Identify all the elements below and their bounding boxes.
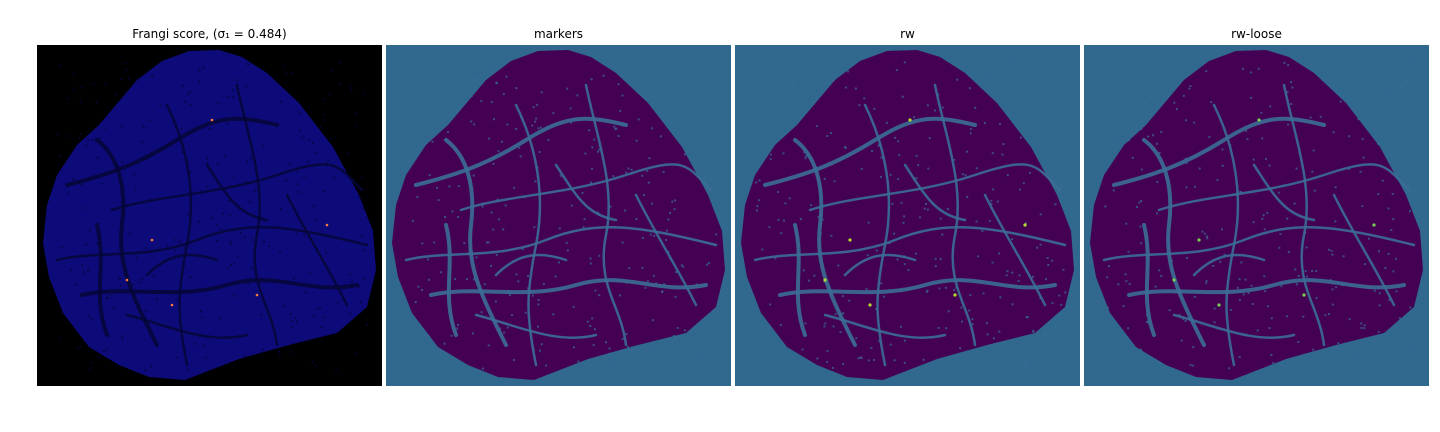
vessel (763, 116, 977, 187)
panel-markers (386, 45, 731, 386)
highlight-spot (1302, 293, 1306, 297)
highlight-spot (1197, 238, 1201, 242)
rw-image (735, 45, 1080, 386)
highlight-spot (1172, 278, 1176, 282)
vessel (933, 83, 977, 347)
highlight-spot (1023, 223, 1027, 227)
vessel (778, 278, 1057, 297)
vessel (808, 163, 1062, 212)
vessel (459, 163, 713, 212)
vessel (205, 163, 269, 222)
vessel-network (753, 83, 1067, 367)
tissue-region (741, 50, 1074, 380)
highlight-spots (125, 118, 329, 307)
highlight-spot (150, 238, 154, 242)
highlight-spot (1217, 303, 1221, 307)
vessel (494, 253, 568, 277)
vessel (793, 223, 807, 337)
vessel (285, 193, 349, 307)
vessel (444, 223, 458, 337)
vessel (1192, 253, 1266, 277)
vessel (1157, 163, 1411, 212)
vessel (444, 138, 508, 347)
vessel (414, 116, 628, 187)
highlight-spot (325, 223, 329, 227)
vessel (125, 313, 249, 339)
highlight-spot (170, 303, 174, 307)
rw-loose-image (1084, 45, 1429, 386)
vessel (1112, 116, 1326, 187)
vessel (474, 313, 598, 339)
highlight-spot (868, 303, 872, 307)
highlight-spot (908, 118, 912, 122)
vessel (1282, 83, 1326, 347)
tissue-region (43, 50, 376, 380)
frangi-image (37, 45, 382, 386)
highlight-spots (1172, 118, 1376, 307)
panel-title-frangi: Frangi score, (σ₁ = 0.484) (132, 27, 287, 41)
vessel (584, 83, 628, 347)
highlight-spot (125, 278, 129, 282)
vessel (55, 226, 369, 262)
vessel (793, 138, 857, 347)
vessel (80, 278, 359, 297)
highlight-spot (953, 293, 957, 297)
vessel (65, 116, 279, 187)
vessel (95, 223, 109, 337)
vessel (1332, 193, 1396, 307)
vessel (165, 103, 193, 367)
vessel (863, 103, 891, 367)
panel-title-markers: markers (533, 27, 584, 41)
vessel (145, 253, 219, 277)
vessel (753, 226, 1067, 262)
vessel (1252, 163, 1316, 222)
vessel (95, 138, 159, 347)
highlight-spot (848, 238, 852, 242)
vessel-network (1102, 83, 1416, 367)
highlight-spot (1372, 223, 1376, 227)
panel-title-rw-loose: rw-loose (1231, 27, 1282, 41)
vessel (1127, 278, 1406, 297)
vessel (554, 163, 618, 222)
tissue-region (1090, 50, 1423, 380)
highlight-spot (210, 118, 214, 122)
vessel (1142, 138, 1206, 347)
vessel (823, 313, 947, 339)
vessel (1212, 103, 1240, 367)
vessel-network (55, 83, 369, 367)
vessel (983, 193, 1047, 307)
vessel (1172, 313, 1296, 339)
vessel (634, 193, 698, 307)
panel-frangi (37, 45, 382, 386)
speckle-texture (755, 60, 1067, 371)
panel-title-rw: rw (900, 27, 915, 41)
vessel (1102, 226, 1416, 262)
highlight-spot (823, 278, 827, 282)
tissue-region (392, 50, 725, 380)
markers-image (386, 45, 731, 386)
highlight-spot (255, 293, 259, 297)
panel-rw (735, 45, 1080, 386)
speckle-texture (57, 61, 368, 372)
vessel-network (404, 83, 718, 367)
vessel (903, 163, 967, 222)
highlight-spot (1257, 118, 1261, 122)
panel-rw-loose (1084, 45, 1429, 386)
vessel (429, 278, 708, 297)
vessel (843, 253, 917, 277)
vessel (404, 226, 718, 262)
vessel (514, 103, 542, 367)
vessel (110, 163, 364, 212)
highlight-spots (823, 118, 1027, 307)
speckle-texture (1104, 60, 1416, 371)
speckle-texture (406, 62, 718, 372)
